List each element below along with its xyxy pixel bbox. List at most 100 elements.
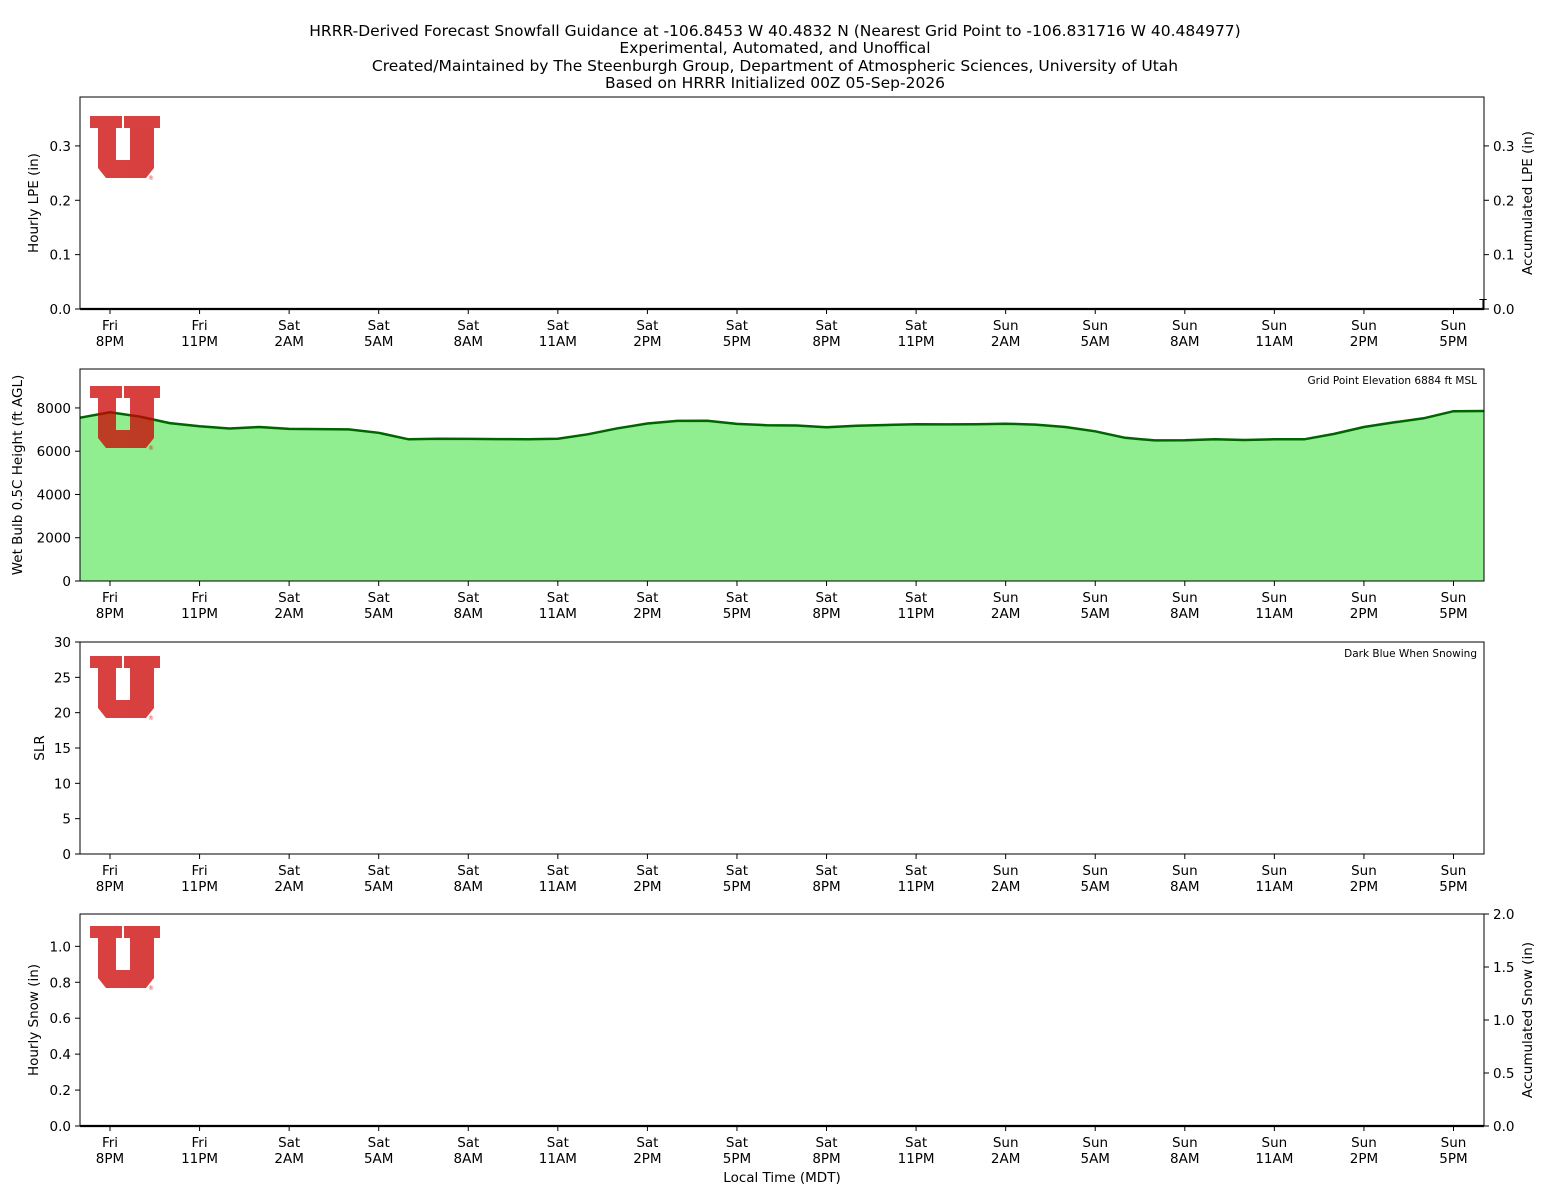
wet-bulb-area <box>80 411 1485 581</box>
x-tick-label-day: Sun <box>1082 318 1108 334</box>
x-tick-label-hour: 5AM <box>364 334 393 350</box>
university-of-utah-logo: ® <box>90 926 160 992</box>
snowing-annotation: Dark Blue When Snowing <box>1344 648 1477 660</box>
x-tick-label-day: Sat <box>815 590 837 606</box>
university-of-utah-logo: ® <box>90 116 160 182</box>
x-tick-label-day: Sat <box>457 318 479 334</box>
panel-slr: ® 0 5 10 15 20 25 30 SLR Dark Blue When Snowing Fr… <box>32 635 1485 895</box>
y2-tick-label: 0.1 <box>1493 248 1514 264</box>
x-tick-label-day: Sat <box>278 1135 300 1151</box>
x-tick-label-hour: 11PM <box>898 879 935 895</box>
y-tick-label: 8000 <box>37 401 71 417</box>
logo-registered-mark: ® <box>148 985 154 992</box>
x-tick-label-day: Sun <box>993 1135 1019 1151</box>
x-tick-label-hour: 2AM <box>991 879 1020 895</box>
x-tick-label-hour: 2PM <box>1350 879 1378 895</box>
header-line-3: Created/Maintained by The Steenburgh Gro… <box>372 57 1178 75</box>
x-tick-label-day: Sun <box>1351 590 1377 606</box>
y-tick-label: 0 <box>62 847 71 863</box>
x-tick-label-day: Sun <box>1351 318 1377 334</box>
panel-lpe: ® T 0.0 0.1 0.2 0.3 0.0 0.1 0.2 0.3 Hourly LPE (in… <box>26 96 1536 350</box>
x-tick-label-day: Sun <box>1441 1135 1467 1151</box>
x-tick-label-day: Sat <box>547 1135 569 1151</box>
y-tick-label: 2000 <box>37 531 71 547</box>
logo-registered-mark: ® <box>148 715 154 722</box>
x-tick-label-hour: 5PM <box>723 334 751 350</box>
y-tick-label: 0.8 <box>50 975 71 991</box>
x-tick-label-hour: 8AM <box>454 606 483 622</box>
x-tick-label-hour: 8PM <box>96 606 124 622</box>
x-tick-label-day: Sat <box>726 863 748 879</box>
x-tick-label-day: Sun <box>993 590 1019 606</box>
x-tick-label-hour: 8PM <box>812 879 840 895</box>
x-axis-label: Local Time (MDT) <box>723 1170 840 1186</box>
x-tick-label-hour: 2AM <box>274 606 303 622</box>
y-tick-label: 0.3 <box>50 139 71 155</box>
logo-u-shape <box>90 116 160 178</box>
x-tick-label-hour: 8PM <box>96 879 124 895</box>
x-tick-label-day: Sat <box>815 318 837 334</box>
x-tick-label-day: Sat <box>547 863 569 879</box>
x-tick-label-day: Sun <box>1172 590 1198 606</box>
x-tick-label-hour: 8PM <box>96 334 124 350</box>
y-tick-label: 0.0 <box>50 1119 71 1135</box>
x-tick-label-day: Sat <box>547 590 569 606</box>
x-tick-label-hour: 8PM <box>812 1151 840 1167</box>
y2-tick-label: 0.0 <box>1493 302 1514 318</box>
x-tick-label-day: Sat <box>278 590 300 606</box>
y-axis-label: SLR <box>32 735 48 760</box>
x-tick-label-hour: 11AM <box>539 1151 577 1167</box>
x-tick-label-hour: 5AM <box>1080 606 1109 622</box>
x-tick-label-day: Sat <box>547 318 569 334</box>
x-tick-label-day: Fri <box>192 1135 208 1151</box>
university-of-utah-logo: ® <box>90 656 160 722</box>
x-tick-label-hour: 8AM <box>454 334 483 350</box>
x-tick-label-hour: 8AM <box>454 1151 483 1167</box>
x-tick-label-hour: 5PM <box>723 879 751 895</box>
x-tick-label-day: Sat <box>368 590 390 606</box>
y-tick-label: 0.2 <box>50 1083 71 1099</box>
x-tick-label-day: Sat <box>278 863 300 879</box>
x-tick-label-hour: 11PM <box>898 1151 935 1167</box>
x-tick-label-day: Sat <box>726 1135 748 1151</box>
y2-tick-label: 0.0 <box>1493 1119 1514 1135</box>
x-tick-label-day: Sat <box>905 590 927 606</box>
logo-u-shape <box>90 926 160 988</box>
x-tick-label-hour: 8AM <box>454 879 483 895</box>
y2-tick-label: 0.5 <box>1493 1066 1514 1082</box>
axes-frame <box>79 913 1485 1127</box>
x-tick-label-day: Fri <box>192 318 208 334</box>
x-tick-label-hour: 2AM <box>274 879 303 895</box>
y-tick-label: 1.0 <box>50 939 71 955</box>
x-tick-label-hour: 11AM <box>1255 334 1293 350</box>
x-tick-label-day: Fri <box>102 318 118 334</box>
x-tick-label-hour: 5PM <box>723 1151 751 1167</box>
x-tick-label-day: Sun <box>1351 863 1377 879</box>
y2-tick-label: 0.3 <box>1493 139 1514 155</box>
y-tick-label: 0 <box>62 574 71 590</box>
x-tick-label-day: Sat <box>636 318 658 334</box>
header-line-1: HRRR-Derived Forecast Snowfall Guidance … <box>309 22 1240 40</box>
x-tick-label-hour: 8AM <box>1170 334 1199 350</box>
x-tick-label-hour: 5AM <box>1080 334 1109 350</box>
x-tick-label-hour: 8PM <box>812 334 840 350</box>
y-tick-label: 4000 <box>37 487 71 503</box>
x-tick-label-day: Sat <box>368 863 390 879</box>
x-tick-label-day: Sun <box>1082 863 1108 879</box>
x-tick-label-day: Sun <box>1082 590 1108 606</box>
x-tick-label-day: Fri <box>192 590 208 606</box>
x-tick-label-hour: 5PM <box>723 606 751 622</box>
x-tick-label-hour: 5PM <box>1439 1151 1467 1167</box>
y-tick-label: 20 <box>54 706 71 722</box>
x-tick-label-hour: 11PM <box>181 606 218 622</box>
x-tick-label-day: Sun <box>1262 318 1288 334</box>
x-tick-label-hour: 5AM <box>1080 1151 1109 1167</box>
axes-frame <box>79 641 1485 855</box>
x-tick-label-hour: 11AM <box>539 606 577 622</box>
x-tick-label-hour: 2PM <box>1350 606 1378 622</box>
header-line-2: Experimental, Automated, and Unoffical <box>619 39 930 57</box>
x-tick-label-day: Sun <box>1441 863 1467 879</box>
logo-registered-mark: ® <box>148 445 154 452</box>
x-tick-label-day: Sat <box>636 590 658 606</box>
